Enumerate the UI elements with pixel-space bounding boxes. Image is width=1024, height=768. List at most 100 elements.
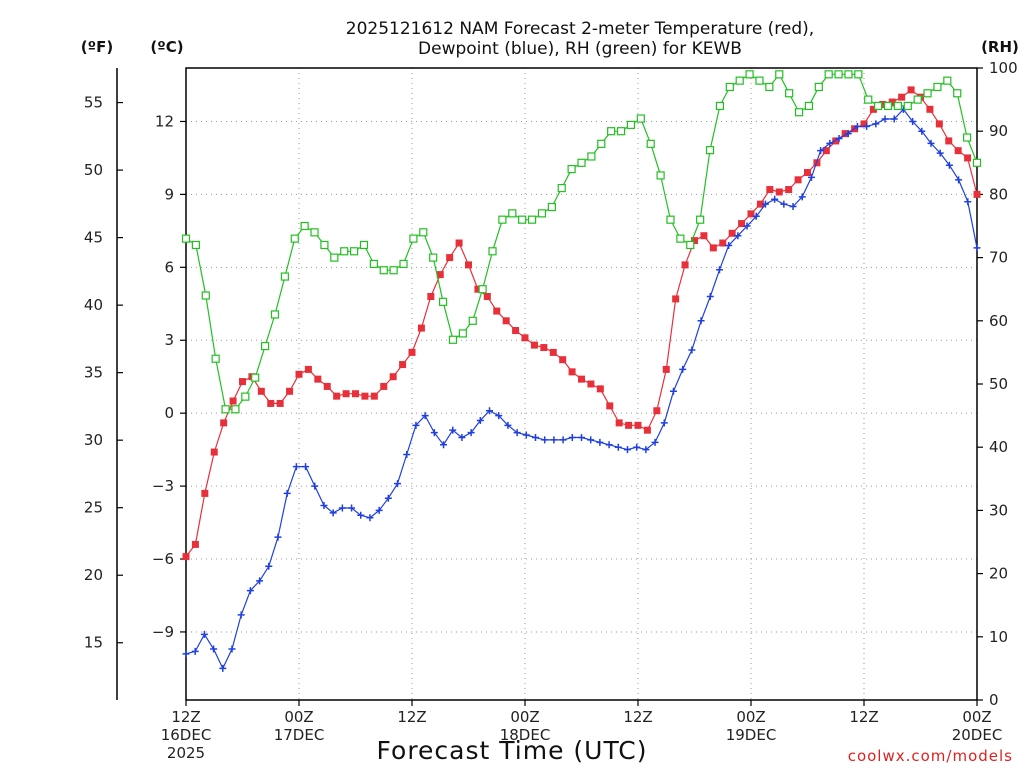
fahrenheit-tick-label: 40 [84,296,103,314]
data-point [844,70,853,79]
data-point [785,89,794,98]
data-point [662,365,670,373]
series--meter-temperature [182,86,981,561]
credit-text: coolwx.com/models [848,747,1013,765]
data-point [276,399,284,407]
data-point [361,392,369,400]
data-point [251,373,260,382]
data-point [804,169,811,177]
data-point [229,397,237,405]
data-point [587,436,595,444]
fahrenheit-tick-label: 55 [84,94,103,112]
data-point [672,295,680,303]
data-point [557,183,566,193]
data-point [643,426,651,434]
data-point [605,441,613,449]
data-point [478,285,487,294]
data-point [615,419,623,427]
rh-tick-label: 80 [989,185,1008,203]
data-point [191,540,199,548]
data-point [907,86,915,94]
data-point [330,253,339,262]
data-point [794,108,804,117]
data-point [474,285,482,293]
data-point [310,228,319,237]
data-point [623,446,631,454]
data-point [964,154,972,162]
data-point [597,139,606,148]
data-point [709,244,717,252]
data-point [715,101,725,111]
data-point [700,232,708,240]
data-point [228,645,236,653]
data-point [890,115,898,123]
data-point [874,101,883,111]
data-point [483,292,491,300]
time-tick-label: 2025 [167,744,205,762]
data-point [329,509,337,517]
data-point [219,664,227,672]
data-point [798,193,806,201]
data-point [220,419,228,427]
data-point [495,412,503,420]
data-point [926,105,934,113]
celsius-tick-label: 9 [164,185,174,203]
data-point [666,215,675,224]
data-point [577,158,586,167]
data-point [888,98,896,106]
data-point [449,426,457,434]
data-point [270,310,280,319]
data-point [290,234,299,243]
data-point [399,259,408,269]
data-point [522,431,530,439]
rh-tick-label: 20 [989,565,1008,583]
data-point [696,215,705,224]
data-point [320,240,329,250]
data-point [879,100,887,108]
data-point [370,392,378,400]
data-point [676,234,685,243]
data-point [567,165,576,174]
gridlines [186,68,977,700]
data-point [292,463,300,471]
data-point [201,489,209,497]
data-point [691,237,698,245]
data-point [756,200,764,208]
data-point [656,171,665,180]
data-point [883,101,893,111]
data-point [761,200,769,208]
data-point [743,222,751,230]
data-point [210,448,218,456]
time-tick-label: 12Z [171,708,200,726]
data-point [745,70,754,79]
celsius-tick-label: −3 [152,477,174,495]
data-point [860,120,868,128]
data-point [304,365,312,373]
data-point [651,438,659,446]
fahrenheit-axis: 15 20 25 30 35 40 45 50 55 [84,94,123,652]
data-point [854,70,863,79]
data-point [349,247,359,256]
data-point [817,147,825,155]
data-point [973,244,981,252]
data-point [246,587,254,595]
data-point [436,271,444,279]
data-point [265,562,273,570]
celsius-axis: −9 −6 −3 0 3 6 9 12 [152,112,186,641]
data-point [559,436,567,444]
data-point [933,82,942,92]
data-point [375,506,383,514]
data-point [568,433,576,441]
data-point [379,266,388,275]
data-point [626,120,636,129]
data-point [669,387,677,395]
data-point [824,70,833,79]
data-point [765,82,774,92]
celsius-tick-label: 0 [164,404,174,422]
data-point [945,137,953,145]
data-point [927,139,935,147]
fahrenheit-tick-label: 45 [84,229,103,247]
rh-tick-label: 60 [989,312,1008,330]
